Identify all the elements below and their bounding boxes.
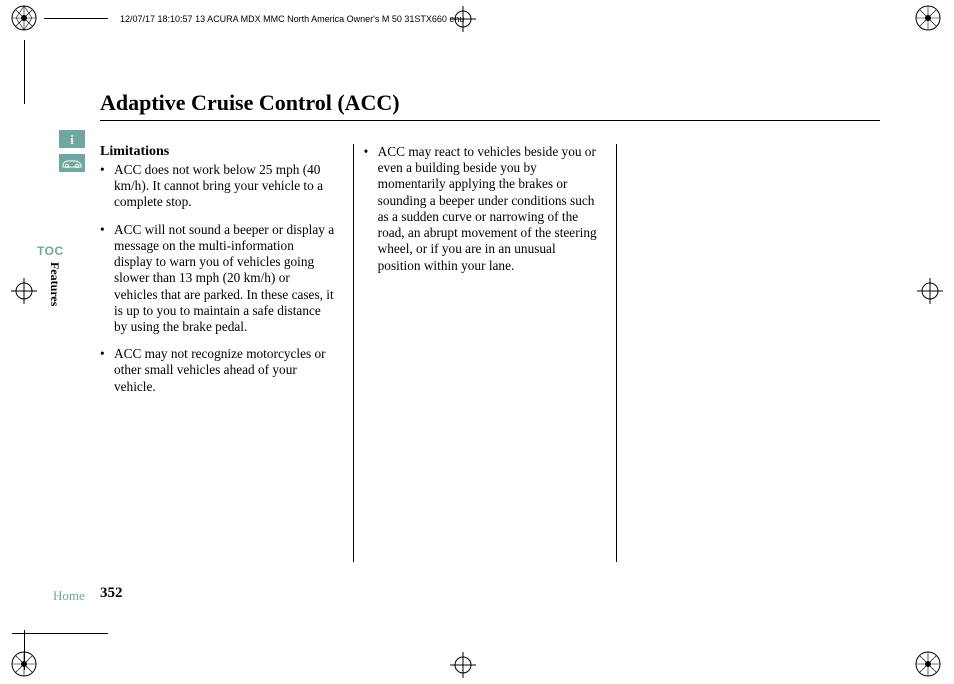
crosshair-icon <box>11 278 37 304</box>
page-title: Adaptive Cruise Control (ACC) <box>100 90 400 116</box>
column-divider <box>353 144 354 562</box>
registration-mark-icon <box>10 650 40 680</box>
title-rule <box>100 120 880 121</box>
column-3 <box>627 144 880 564</box>
column-2: ACC may react to vehicles beside you or … <box>364 144 617 564</box>
list-item: ACC may react to vehicles beside you or … <box>364 144 599 274</box>
car-icon[interactable] <box>59 154 85 172</box>
registration-mark-icon <box>914 650 944 680</box>
svg-text:i: i <box>70 132 74 146</box>
toc-link[interactable]: TOC <box>37 244 64 258</box>
crop-line <box>44 18 108 19</box>
side-icon-stack: i <box>58 130 86 172</box>
section-label: Features <box>47 262 62 306</box>
subhead-limitations: Limitations <box>100 144 335 160</box>
header-meta: 12/07/17 18:10:57 13 ACURA MDX MMC North… <box>120 14 464 24</box>
info-icon[interactable]: i <box>59 130 85 148</box>
page: 12/07/17 18:10:57 13 ACURA MDX MMC North… <box>0 0 954 684</box>
column-1: Limitations ACC does not work below 25 m… <box>100 144 353 564</box>
content-columns: Limitations ACC does not work below 25 m… <box>100 144 880 564</box>
registration-mark-icon <box>10 4 40 34</box>
column-divider <box>616 144 617 562</box>
list-item: ACC does not work below 25 mph (40 km/h)… <box>100 162 335 211</box>
bullet-list-1: ACC does not work below 25 mph (40 km/h)… <box>100 162 335 395</box>
crosshair-icon <box>917 278 943 304</box>
list-item: ACC may not recognize motorcycles or oth… <box>100 346 335 395</box>
home-link[interactable]: Home <box>53 588 85 604</box>
page-number: 352 <box>100 585 123 602</box>
crop-line <box>24 40 25 104</box>
bullet-list-2: ACC may react to vehicles beside you or … <box>364 144 599 274</box>
crosshair-icon <box>450 652 476 678</box>
crop-line <box>12 633 108 634</box>
crop-line <box>24 630 25 670</box>
list-item: ACC will not sound a beeper or display a… <box>100 222 335 336</box>
registration-mark-icon <box>914 4 944 34</box>
